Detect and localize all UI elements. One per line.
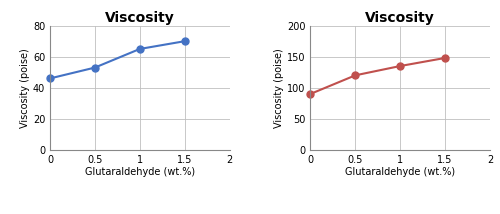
Line: Formulation 2: Formulation 2 (307, 55, 448, 97)
Title: Viscosity: Viscosity (366, 10, 435, 25)
Formulation 1 (47, 77, 53, 80)
Formulation 2 (308, 93, 314, 95)
Formulation 1 (92, 66, 98, 69)
Legend: Formulation 2: Formulation 2 (348, 210, 453, 214)
Y-axis label: Viscosity (poise): Viscosity (poise) (274, 48, 284, 128)
X-axis label: Glutaraldehyde (wt.%): Glutaraldehyde (wt.%) (84, 167, 195, 177)
Formulation 1 (182, 40, 188, 42)
Legend: Formulation 1: Formulation 1 (87, 210, 192, 214)
Title: Viscosity: Viscosity (105, 10, 174, 25)
X-axis label: Glutaraldehyde (wt.%): Glutaraldehyde (wt.%) (345, 167, 456, 177)
Formulation 1 (137, 48, 143, 50)
Formulation 2 (352, 74, 358, 77)
Line: Formulation 1: Formulation 1 (46, 38, 188, 82)
Formulation 2 (397, 65, 403, 67)
Y-axis label: Viscosity (poise): Viscosity (poise) (20, 48, 30, 128)
Formulation 2 (442, 57, 448, 59)
